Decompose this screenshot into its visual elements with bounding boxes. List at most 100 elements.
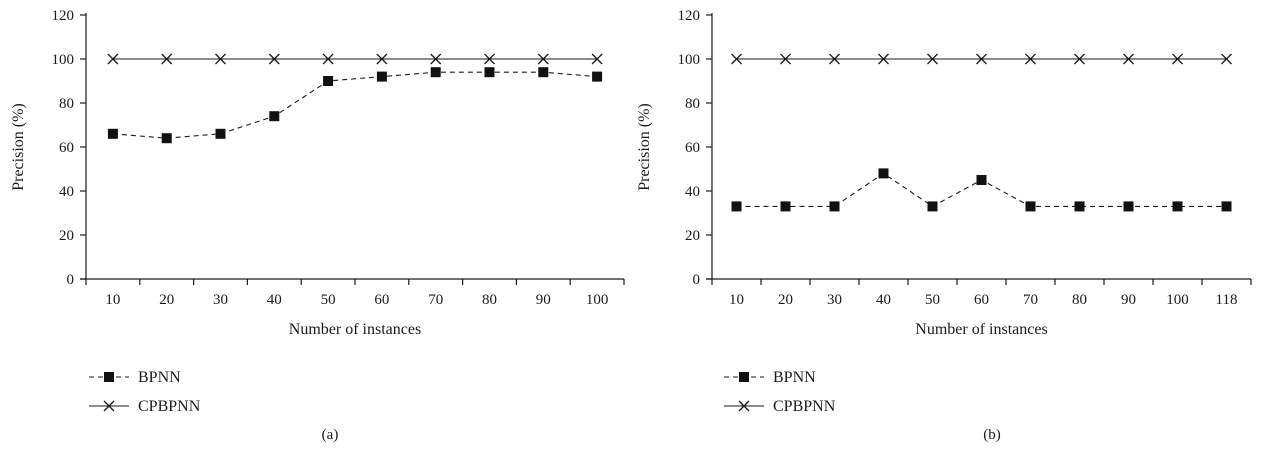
x-tick-label: 30: [827, 292, 842, 308]
y-tick-label: 0: [67, 272, 75, 288]
legend-entry-bpnn: BPNN: [724, 369, 816, 386]
data-point-x: [927, 53, 938, 65]
data-point-x: [430, 53, 442, 65]
legend: BPNN CPBPNN: [724, 369, 836, 415]
legend-entry-cpbpnn: CPBPNN: [724, 398, 836, 415]
data-point-x: [484, 53, 495, 65]
y-axis-title: Precision (%): [10, 103, 27, 191]
data-point-square: [1025, 201, 1036, 212]
data-point-square: [927, 201, 938, 212]
data-point-x: [731, 53, 742, 65]
data-point-square: [731, 201, 742, 212]
data-point-square: [1221, 201, 1232, 212]
legend-entry-cpbpnn: CPBPNN: [89, 398, 201, 415]
series-line-bpnn: [112, 71, 598, 139]
y-axis-title: Precision (%): [636, 103, 653, 191]
y-tick-label: 80: [59, 96, 74, 112]
data-point-square: [269, 111, 280, 122]
x-tick-label: 90: [536, 292, 551, 308]
data-point-square: [430, 67, 441, 78]
y-tick-label: 20: [685, 228, 700, 244]
data-point-square: [376, 71, 387, 82]
x-tick-label: 60: [974, 292, 989, 308]
data-point-square: [1123, 201, 1134, 212]
data-point-square: [829, 201, 840, 212]
data-point-square: [592, 71, 603, 82]
x-tick-label: 70: [1023, 292, 1038, 308]
data-point-x: [161, 53, 173, 65]
x-tick-label: 60: [374, 292, 389, 308]
legend-marker-square: [104, 372, 114, 382]
data-point-x: [878, 53, 889, 65]
y-tick-label: 40: [685, 184, 700, 200]
data-point-square: [780, 201, 791, 212]
data-point-square: [976, 175, 987, 185]
y-tick-label: 40: [59, 184, 74, 200]
data-point-x: [1221, 53, 1232, 65]
x-tick-label: 100: [586, 292, 609, 308]
data-point-x: [1123, 53, 1134, 65]
series-cpbpnn: [107, 53, 603, 65]
y-tick-label: 0: [693, 272, 701, 288]
x-tick-label: 90: [1121, 292, 1136, 308]
y-tick-label: 120: [52, 8, 75, 24]
data-point-square: [161, 133, 172, 144]
y-tick-label: 20: [59, 228, 74, 244]
x-tick-label: 40: [876, 292, 891, 308]
x-tick-label: 20: [778, 292, 793, 308]
chart-panel-1: 0 20 40 60 80 100 120 10 20 30 40 50 60 70 80 90 100 Numb…: [10, 8, 625, 443]
x-tick-label: 10: [105, 292, 120, 308]
data-point-square: [1172, 201, 1183, 212]
data-point-x: [591, 53, 603, 65]
data-point-square: [484, 67, 495, 78]
x-axis-title: Number of instances: [289, 321, 421, 338]
data-point-square: [878, 168, 889, 179]
data-point-square: [215, 128, 226, 139]
y-tick-label: 60: [685, 140, 700, 156]
data-point-x: [1025, 53, 1036, 65]
y-tick-label: 100: [52, 52, 75, 68]
data-point-x: [780, 53, 791, 65]
legend-entry-bpnn: BPNN: [89, 369, 181, 386]
data-point-square: [323, 76, 334, 86]
data-point-x: [376, 53, 388, 65]
legend-marker-x: [738, 400, 750, 412]
x-tick-label: 40: [267, 292, 282, 308]
data-point-x: [1074, 53, 1085, 65]
x-tick-label: 20: [159, 292, 174, 308]
legend-label: CPBPNN: [773, 398, 836, 415]
x-tick-label: 10: [729, 292, 744, 308]
data-point-x: [268, 53, 280, 65]
x-tick-label: 80: [1072, 292, 1087, 308]
legend: BPNN CPBPNN: [89, 369, 201, 415]
data-point-x: [537, 53, 549, 65]
legend-marker-square: [739, 372, 749, 382]
panel-label: (b): [983, 427, 1001, 443]
panel-label: (a): [322, 427, 339, 443]
y-tick-label: 120: [678, 8, 701, 24]
data-point-x: [107, 53, 119, 65]
x-tick-label: 50: [925, 292, 940, 308]
series-bpnn: [731, 168, 1232, 212]
data-point-x: [1172, 53, 1183, 65]
series-bpnn: [107, 67, 603, 144]
x-tick-label: 118: [1216, 292, 1238, 308]
legend-label: CPBPNN: [138, 398, 201, 415]
data-point-square: [538, 67, 549, 78]
x-tick-label: 50: [321, 292, 336, 308]
legend-label: BPNN: [773, 369, 816, 386]
x-tick-label: 100: [1166, 292, 1189, 308]
data-point-square: [1074, 201, 1085, 212]
y-tick-label: 100: [678, 52, 701, 68]
legend-label: BPNN: [138, 369, 181, 386]
data-point-x: [215, 53, 226, 65]
chart-panel-2: 0 20 40 60 80 100 120 10 20 30 40 50 60 70 80 90 100 118 N…: [636, 8, 1252, 443]
series-cpbpnn: [731, 53, 1232, 65]
data-point-square: [107, 128, 118, 139]
x-tick-label: 70: [428, 292, 443, 308]
data-point-x: [322, 53, 334, 65]
legend-marker-x: [103, 400, 115, 412]
y-tick-label: 80: [685, 96, 700, 112]
x-tick-label: 30: [213, 292, 228, 308]
